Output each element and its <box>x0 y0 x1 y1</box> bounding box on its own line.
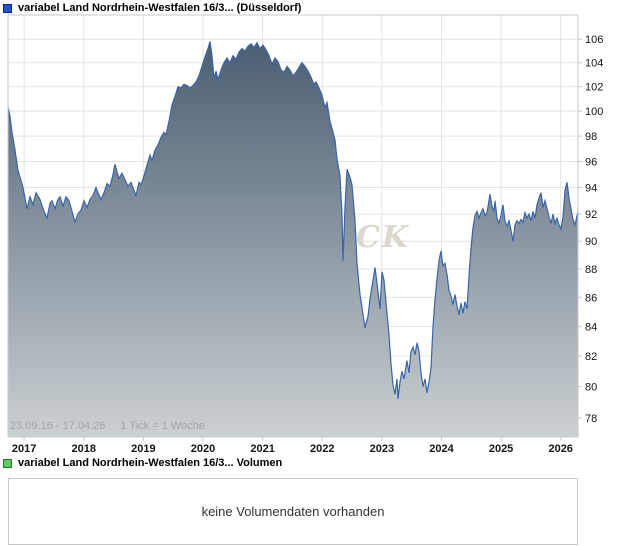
x-tick-label: 2026 <box>548 443 572 455</box>
y-tick-label: 94 <box>585 183 597 195</box>
x-tick-label: 2021 <box>250 443 274 455</box>
x-tick-label: 2019 <box>131 443 155 455</box>
y-tick-label: 84 <box>585 321 597 333</box>
y-tick-label: 96 <box>585 157 597 169</box>
date-range-text: 23.09.16 - 17.04.26 <box>10 420 106 432</box>
no-volume-data-message: keine Volumendaten vorhanden <box>201 504 385 519</box>
y-tick-label: 86 <box>585 292 597 304</box>
y-tick-label: 100 <box>585 106 603 118</box>
y-tick-label: 90 <box>585 236 597 248</box>
price-legend: variabel Land Nordrhein-Westfalen 16/3..… <box>3 2 301 14</box>
chart-range-info: 23.09.16 - 17.04.26 1 Tick = 1 Woche <box>10 420 205 432</box>
y-tick-label: 82 <box>585 351 597 363</box>
watermark-text: CK <box>356 220 410 255</box>
price-area-fill <box>8 41 578 437</box>
y-tick-label: 104 <box>585 58 603 70</box>
x-tick-label: 2018 <box>71 443 95 455</box>
y-tick-label: 106 <box>585 34 603 46</box>
plot-border <box>7 14 579 438</box>
x-tick-label: 2020 <box>191 443 215 455</box>
volume-legend-label: variabel Land Nordrhein-Westfalen 16/3..… <box>18 457 283 469</box>
volume-legend: variabel Land Nordrhein-Westfalen 16/3..… <box>3 457 282 469</box>
volume-series-swatch-icon <box>3 458 12 468</box>
price-series-swatch-icon <box>3 3 12 13</box>
x-tick-label: 2025 <box>489 443 513 455</box>
y-tick-label: 78 <box>585 413 597 425</box>
x-tick-label: 2017 <box>12 443 36 455</box>
y-axis: 78 80 82 84 86 88 90 92 94 96 98 100 102 104 106 <box>578 34 603 425</box>
y-tick-label: 88 <box>585 264 597 276</box>
y-tick-label: 98 <box>585 131 597 143</box>
tick-unit-text: 1 Tick = 1 Woche <box>120 420 205 432</box>
price-line <box>7 41 579 400</box>
x-tick-label: 2022 <box>310 443 334 455</box>
x-tick-label: 2024 <box>429 443 454 455</box>
y-tick-label: 92 <box>585 209 597 221</box>
x-axis: 2017 2018 2019 2020 2021 2022 2023 2024 2025 2026 <box>12 437 573 455</box>
y-tick-label: 102 <box>585 82 603 94</box>
price-legend-label: variabel Land Nordrhein-Westfalen 16/3..… <box>18 2 302 14</box>
volume-panel: keine Volumendaten vorhanden <box>8 478 578 545</box>
y-tick-label: 80 <box>585 382 597 394</box>
x-tick-label: 2023 <box>370 443 394 455</box>
